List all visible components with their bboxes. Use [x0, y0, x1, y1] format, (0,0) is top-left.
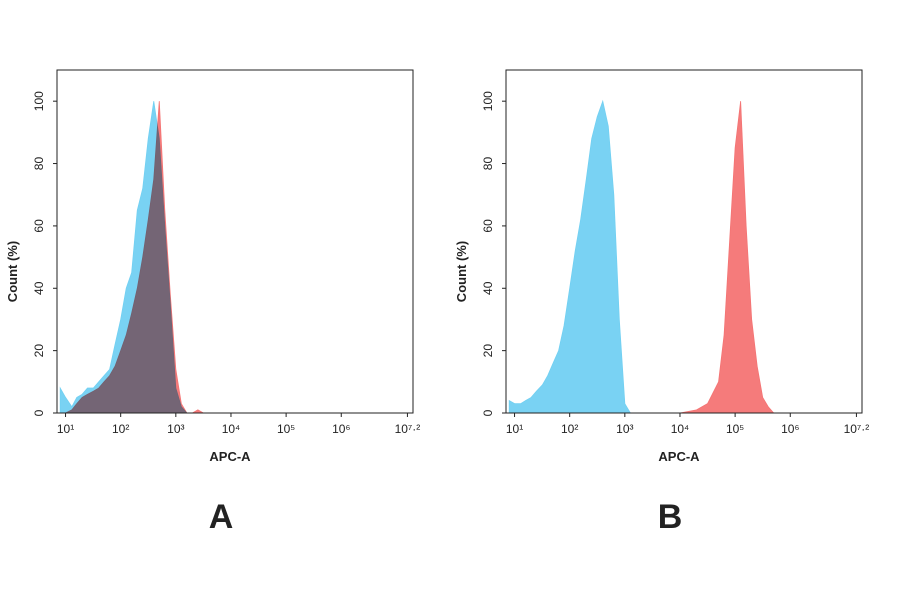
y-tick-label: 20	[32, 344, 46, 358]
y-tick-label: 40	[481, 281, 495, 295]
y-tick-label: 20	[481, 344, 495, 358]
plot-frame	[505, 69, 863, 414]
y-axis-label: Count (%)	[454, 241, 469, 302]
plot-frame	[56, 69, 414, 414]
y-tick-label: 80	[32, 157, 46, 171]
y-tick-label: 80	[481, 157, 495, 171]
panel-label: A	[209, 498, 234, 536]
x-tick-label: 10⁶	[781, 422, 799, 436]
x-axis-label: APC-A	[658, 449, 700, 464]
y-tick-label: 60	[481, 219, 495, 233]
x-tick-label: 10⁴	[671, 422, 690, 436]
x-tick-label: 10⁷·²	[395, 422, 421, 436]
x-tick-label: 10²	[561, 422, 578, 436]
y-tick-label: 100	[32, 91, 46, 111]
histogram-area	[59, 101, 397, 414]
histogram-area	[508, 99, 846, 414]
x-axis-label: APC-A	[209, 449, 251, 464]
x-tick-label: 10⁵	[726, 422, 744, 436]
y-tick-label: 0	[32, 409, 46, 416]
y-tick-label: 60	[32, 219, 46, 233]
panel-label: B	[658, 498, 683, 536]
x-tick-label: 10²	[112, 422, 129, 436]
x-tick-label: 10⁴	[222, 422, 241, 436]
y-tick-label: 40	[32, 281, 46, 295]
x-tick-label: 10³	[167, 422, 184, 436]
x-tick-label: 10⁷·²	[844, 422, 870, 436]
y-tick-label: 100	[481, 91, 495, 111]
x-tick-label: 10⁵	[277, 422, 295, 436]
x-tick-label: 10⁶	[332, 422, 350, 436]
y-axis-label: Count (%)	[5, 241, 20, 302]
x-tick-label: 10¹	[57, 422, 74, 436]
x-tick-label: 10¹	[506, 422, 523, 436]
y-tick-label: 0	[481, 409, 495, 416]
x-tick-label: 10³	[616, 422, 633, 436]
